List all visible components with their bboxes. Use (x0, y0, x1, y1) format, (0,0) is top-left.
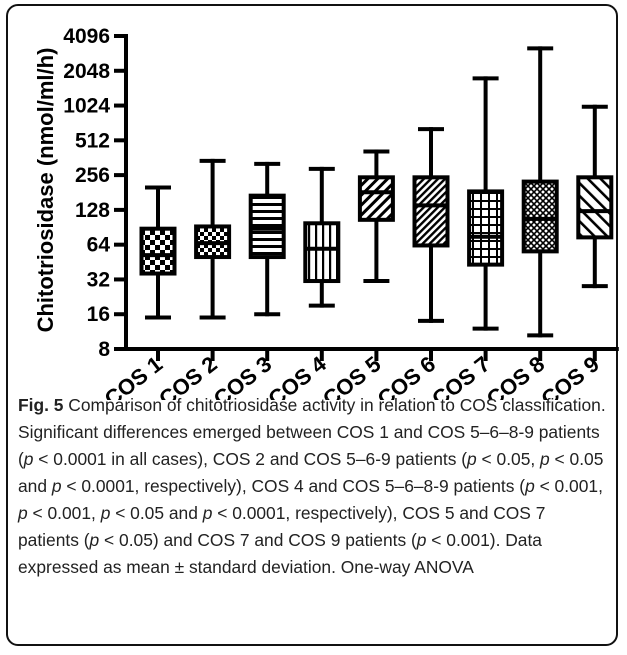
y-axis-label: Chitotriosidase (nmol/ml/h) (33, 48, 58, 333)
y-tick-label: 1024 (63, 95, 110, 118)
y-tick-label: 8 (98, 338, 110, 361)
caption-text: < 0.05) and COS 7 and COS 9 patients ( (99, 530, 417, 550)
caption-p: p (51, 476, 62, 496)
caption-p: p (467, 449, 477, 469)
box-iqr (521, 179, 559, 254)
box-cos-9 (576, 104, 614, 289)
figure-caption: Fig. 5 Comparison of chitotriosidase act… (18, 392, 610, 581)
caption-p: p (23, 449, 34, 469)
caption-text: Comparison of chitotriosidase activity i… (18, 395, 606, 469)
caption-p: p (202, 503, 213, 523)
caption-text: < 0.0001, respectively), COS 4 and COS 5… (61, 476, 526, 496)
caption-text: < 0.05 and (18, 449, 604, 496)
caption-text: < 0.0001 in all cases), COS 2 and COS 5–… (33, 449, 468, 469)
y-tick-label: 4096 (63, 25, 110, 48)
y-tick-label: 2048 (63, 60, 110, 83)
caption-text: < 0.0001, respectively), COS 5 and COS 7… (18, 503, 546, 550)
box-iqr (467, 189, 505, 267)
box-iqr (357, 175, 395, 222)
y-tick-label: 512 (75, 129, 110, 152)
y-tick-label: 256 (75, 164, 110, 187)
box-iqr (412, 175, 450, 248)
caption-p: p (89, 530, 100, 550)
figure-frame (6, 4, 618, 646)
caption-p: p (100, 503, 111, 523)
box-cos-4 (303, 166, 341, 308)
box-cos-6 (412, 127, 450, 323)
caption-p: p (18, 503, 28, 523)
box-cos-5 (357, 149, 395, 284)
boxplot-chart: Chitotriosidase (nmol/ml/h) 8 16 32 64 128 25… (33, 25, 619, 400)
box-cos-2 (194, 158, 232, 320)
caption-label: Fig. 5 (18, 395, 64, 415)
box-cos-1 (139, 185, 177, 320)
box-iqr (576, 175, 614, 240)
caption-text: < 0.05 and (110, 503, 203, 523)
caption-text: < 0.001). Data expressed as mean ± stand… (18, 530, 542, 577)
caption-p: p (525, 476, 535, 496)
y-tick-label: 16 (87, 303, 110, 326)
y-tick-label: 64 (87, 234, 111, 257)
box-cos-3 (248, 161, 286, 317)
caption-text: < 0.001, (27, 503, 101, 523)
caption-p: p (540, 449, 550, 469)
y-tick-label: 128 (75, 199, 110, 222)
caption-text: < 0.05, (476, 449, 541, 469)
box-cos-7 (467, 76, 505, 331)
caption-text: < 0.001, (534, 476, 603, 496)
y-tick-label: 32 (87, 268, 110, 291)
box-cos-8 (521, 46, 559, 338)
caption-p: p (416, 530, 427, 550)
box-iqr (303, 221, 341, 284)
box-iqr (248, 193, 286, 260)
box-iqr (139, 226, 177, 276)
